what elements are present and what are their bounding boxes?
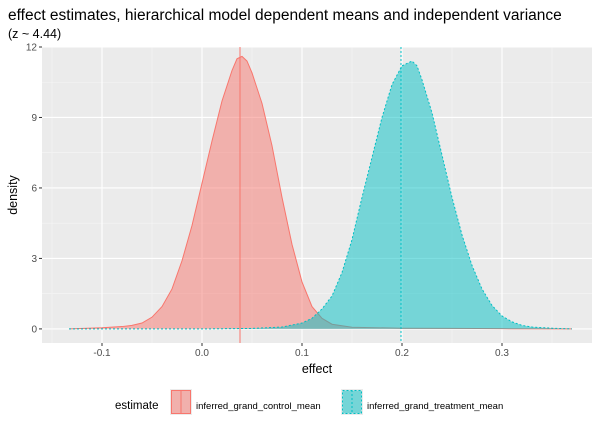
x-axis-label: effect [302, 362, 333, 376]
x-tick-label: 0.1 [295, 348, 309, 359]
y-tick-label: 3 [31, 254, 37, 265]
x-tick-label: 0.2 [395, 348, 409, 359]
chart-subtitle: (z ~ 4.44) [8, 27, 61, 41]
y-axis-label: density [6, 174, 20, 214]
y-tick-label: 0 [31, 324, 37, 335]
y-tick-label: 12 [26, 43, 38, 54]
y-axis: 0 3 6 9 12 [26, 43, 42, 335]
y-tick-label: 9 [31, 113, 37, 124]
x-axis: -0.1 0.0 0.1 0.2 0.3 [93, 343, 509, 359]
chart-title: effect estimates, hierarchical model dep… [8, 7, 562, 24]
x-tick-label: 0.3 [495, 348, 509, 359]
density-area-0 [69, 56, 572, 329]
legend-label-0: inferred_grand_control_mean [196, 401, 321, 412]
x-tick-label: 0.0 [195, 348, 209, 359]
density-area-1 [69, 61, 572, 329]
density-line-1 [69, 60, 573, 330]
x-tick-label: -0.1 [93, 348, 111, 359]
legend: estimate inferred_grand_control_mean infe… [115, 389, 503, 415]
series-layer [68, 47, 573, 343]
legend-label-1: inferred_grand_treatment_mean [367, 401, 503, 412]
plot-panel [42, 47, 592, 343]
y-tick-label: 6 [31, 183, 37, 194]
legend-title: estimate [115, 400, 158, 412]
